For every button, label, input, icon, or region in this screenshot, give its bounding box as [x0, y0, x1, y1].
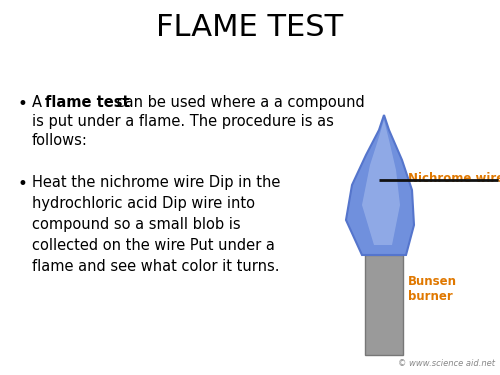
Text: Bunsen
burner: Bunsen burner — [408, 275, 457, 303]
Text: follows:: follows: — [32, 133, 88, 148]
Text: FLAME TEST: FLAME TEST — [156, 13, 344, 42]
Text: can be used where a a compound: can be used where a a compound — [112, 95, 365, 110]
Text: •: • — [18, 95, 28, 113]
Polygon shape — [362, 120, 400, 245]
Polygon shape — [346, 115, 414, 255]
Text: flame test: flame test — [45, 95, 130, 110]
Bar — [365, 255, 403, 355]
Text: flame and see what color it turns.: flame and see what color it turns. — [32, 259, 280, 274]
Text: is put under a flame. The procedure is as: is put under a flame. The procedure is a… — [32, 114, 334, 129]
Text: Heat the nichrome wire Dip in the: Heat the nichrome wire Dip in the — [32, 175, 280, 190]
Text: collected on the wire Put under a: collected on the wire Put under a — [32, 238, 275, 253]
Text: •: • — [18, 175, 28, 193]
Text: © www.science aid.net: © www.science aid.net — [398, 359, 495, 368]
Text: compound so a small blob is: compound so a small blob is — [32, 217, 240, 232]
Text: A: A — [32, 95, 46, 110]
Text: Nichrome wire: Nichrome wire — [408, 172, 500, 185]
Text: hydrochloric acid Dip wire into: hydrochloric acid Dip wire into — [32, 196, 255, 211]
